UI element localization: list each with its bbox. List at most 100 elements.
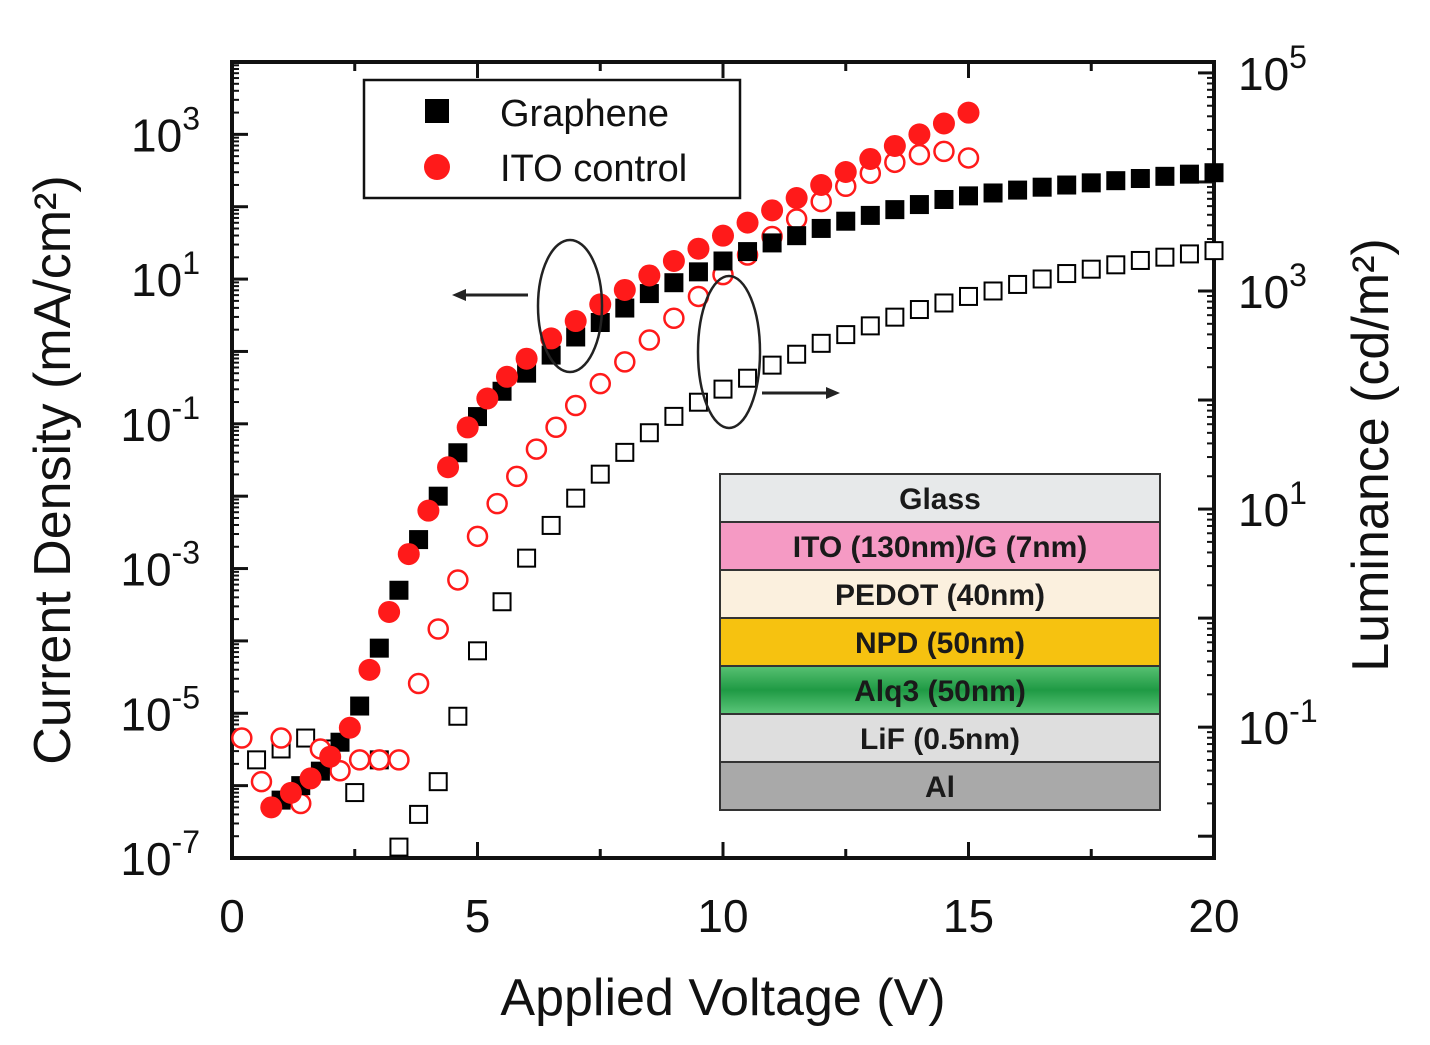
legend-label-ito: ITO control [500,148,687,190]
data-point [545,416,567,439]
data-point [566,488,586,508]
x-tick-label: 5 [465,890,491,942]
data-point [348,749,371,771]
data-point [934,189,954,209]
data-point [590,464,610,484]
data-point [378,600,401,623]
data-point [540,327,563,350]
layer-label: ITO (130nm)/G (7nm) [793,531,1088,564]
data-point [662,250,685,272]
data-point [1081,173,1101,193]
legend-marker-graphene [425,99,449,123]
data-point [983,281,1003,301]
data-point [785,187,808,210]
y-axis-right-title: Luminance (cd/m²) [1342,238,1400,671]
data-point [664,406,684,426]
y-left-tick-label: 10-5 [120,679,200,740]
data-point [688,262,708,282]
data-point [810,174,833,197]
y-right-tick-label: 103 [1238,257,1307,318]
data-point [247,750,267,770]
data-point [409,804,429,824]
data-point [495,365,518,388]
data-point [506,465,528,488]
legend-label-graphene: Graphene [500,93,669,135]
data-point [712,224,734,247]
layer-label: PEDOT (40nm) [835,579,1045,612]
data-point [270,727,292,749]
data-point [785,208,808,230]
arrow-left-head [452,289,466,301]
layer-label: Alq3 (50nm) [854,675,1026,708]
data-point [515,347,538,370]
data-point [883,134,906,157]
layer-label: NPD (50nm) [855,627,1025,660]
y-left-tick-label: 103 [131,100,200,161]
data-point [638,264,661,287]
data-point [456,416,479,439]
data-point [834,160,857,183]
series-graphene-current-density [271,163,1224,810]
data-point [836,211,856,231]
data-point [959,186,978,206]
data-point [787,344,807,364]
data-point [486,492,508,515]
data-point [397,543,420,566]
data-point [427,618,449,640]
legend: Graphene ITO control [362,78,742,200]
data-point [407,672,430,695]
data-point [260,796,283,819]
data-point [437,456,460,479]
x-tick-label: 20 [1188,890,1239,942]
data-point [1106,255,1126,275]
data-point [787,226,807,246]
series-ito-control-luminance [231,140,980,815]
data-point [1155,247,1175,267]
data-point [417,499,440,522]
data-point [1204,241,1224,261]
data-point [713,251,733,271]
data-point [1008,274,1028,294]
data-point [1057,175,1077,195]
data-point [1032,177,1052,197]
data-point [1106,171,1126,191]
data-point [1179,164,1199,184]
data-point [1008,180,1028,200]
data-point [369,638,389,658]
y-left-tick-label: 10-3 [120,535,200,596]
data-point [615,298,635,318]
data-point [932,112,955,135]
series-ito-control-current-density [260,101,980,819]
data-point [761,199,784,222]
data-point [885,307,905,327]
annotation-ellipse-current [536,238,604,374]
data-point [1155,166,1175,186]
axis-ticks [230,62,1216,860]
layer-band [719,617,1161,667]
data-point [566,327,586,347]
y-axis-left-title: Current Density (mA/cm²) [24,175,82,764]
data-point [613,278,636,301]
layer-band [719,473,1161,523]
data-point [687,237,710,260]
data-point [885,200,905,220]
data-point [738,368,758,388]
tick-labels: 0 5 10 15 20 10-7 10-5 10-3 10-1 101 103 10-1 101 103… [120,39,1317,942]
data-point [296,728,316,748]
data-point [1032,269,1052,289]
data-point [736,211,759,234]
data-point [811,218,831,238]
y-left-tick-label: 10-7 [120,824,200,885]
data-point [762,355,782,375]
data-point [762,233,782,253]
device-stack-inset: Glass ITO (130nm)/G (7nm) PEDOT (40nm) NPD … [719,473,1161,811]
data-point [811,333,831,353]
x-tick-label: 10 [697,890,748,942]
data-point [1204,163,1224,183]
data-point [279,781,302,804]
data-point [428,772,448,792]
data-point [908,123,931,146]
y-left-tick-label: 10-1 [120,390,200,451]
layer-label: LiF (0.5nm) [860,723,1020,756]
data-point [338,716,361,739]
